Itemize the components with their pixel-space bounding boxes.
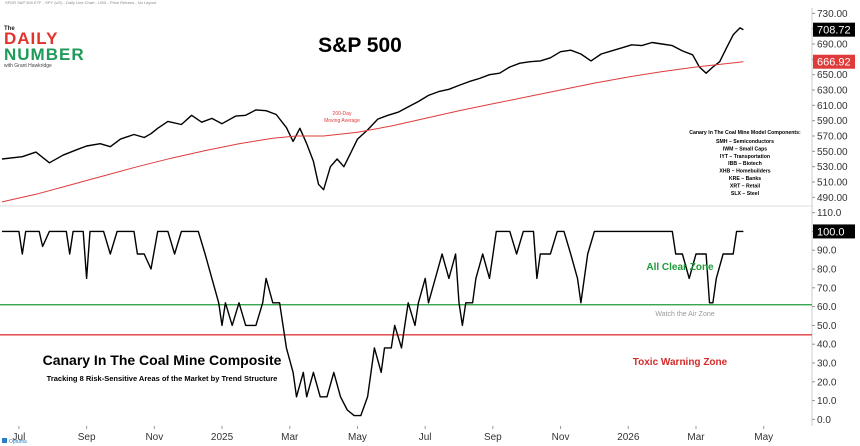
price-tick-label: 730.00 <box>817 9 848 20</box>
composite-last-values: 100.0 <box>813 224 855 239</box>
composite-tick-label: 60.0 <box>817 302 837 313</box>
toxic-zone-label: Toxic Warning Zone <box>633 357 728 368</box>
composite-tick-label: 0.0 <box>817 415 831 426</box>
x-tick-label: Mar <box>281 432 299 443</box>
composite-last-value-box-0 <box>813 224 855 239</box>
ma-label-2: Moving Average <box>324 118 360 124</box>
x-tick-label: Jul <box>419 432 432 443</box>
component-item: IBB – Biotech <box>728 161 762 167</box>
logo: The DAILY NUMBER with Grant Hawkridge <box>4 26 85 69</box>
x-tick-label: Jul <box>13 432 26 443</box>
optuma-icon <box>2 438 7 443</box>
price-tick-label: 570.00 <box>817 132 848 143</box>
x-tick-label: Nov <box>552 432 570 443</box>
components-title: Canary In The Coal Mine Model Components… <box>689 130 801 136</box>
price-last-values: 708.72 666.92 <box>813 22 855 69</box>
x-tick-label: 2026 <box>617 432 640 443</box>
composite-last-value-0: 100.0 <box>817 226 845 238</box>
x-tick-label: Mar <box>687 432 705 443</box>
component-item: XHB – Homebuilders <box>719 169 770 175</box>
price-axis: 490.00 510.00 530.00 550.00 570.00 590.00 610.… <box>812 9 848 204</box>
price-tick-label: 550.00 <box>817 147 848 158</box>
price-tick-label: 530.00 <box>817 162 848 173</box>
header-note: SPDR S&P 500 ETF - SPY (US) - Daily Line… <box>5 0 157 5</box>
footer-brand: Optuma <box>2 438 27 445</box>
component-item: XRT – Retail <box>730 183 761 189</box>
component-item: SMH – Semiconductors <box>716 139 774 145</box>
logo-number: NUMBER <box>4 45 85 64</box>
composite-tick-label: 80.0 <box>817 265 837 276</box>
composite-tick-label: 110.0 <box>817 208 842 219</box>
sp500-title: S&P 500 <box>318 34 402 57</box>
x-tick-label: Sep <box>78 432 96 443</box>
ma-label-1: 200-Day <box>333 111 352 117</box>
composite-tick-label: 50.0 <box>817 321 837 332</box>
price-series-1 <box>1 61 744 203</box>
logo-byline: with Grant Hawkridge <box>4 63 52 69</box>
price-tick-label: 690.00 <box>817 40 848 51</box>
price-tick-label: 610.00 <box>817 101 848 112</box>
composite-title: Canary In The Coal Mine Composite <box>43 352 282 368</box>
composite-tick-label: 10.0 <box>817 396 837 407</box>
price-last-value-1: 666.92 <box>817 57 851 69</box>
composite-series <box>2 230 744 417</box>
component-item: IWM – Small Caps <box>723 146 768 152</box>
footer-brand-text: Optuma <box>9 439 27 445</box>
price-series <box>1 27 744 203</box>
component-item: IYT – Transportation <box>720 154 770 160</box>
x-tick-label: Nov <box>145 432 163 443</box>
price-last-value-box-0 <box>813 22 855 37</box>
price-last-value-0: 708.72 <box>817 25 851 37</box>
composite-reference-lines <box>0 304 812 336</box>
watch-zone-label: Watch the Air Zone <box>655 311 714 318</box>
component-item: KRE – Banks <box>729 176 761 182</box>
price-tick-label: 590.00 <box>817 116 848 127</box>
price-tick-label: 650.00 <box>817 70 848 81</box>
composite-tick-label: 40.0 <box>817 340 837 351</box>
composite-tick-label: 70.0 <box>817 283 837 294</box>
composite-tick-label: 90.0 <box>817 246 837 257</box>
x-axis: Jul Sep Nov 2025 Mar May Jul Sep Nov 2026 Mar May <box>13 426 773 443</box>
logo-the: The <box>4 26 15 32</box>
price-tick-label: 510.00 <box>817 178 848 189</box>
composite-tick-label: 20.0 <box>817 377 837 388</box>
x-tick-label: Sep <box>484 432 502 443</box>
composite-subtitle: Tracking 8 Risk-Sensitive Areas of the M… <box>47 374 278 383</box>
composite-series-0 <box>2 230 744 417</box>
all-clear-zone-label: All Clear Zone <box>646 262 714 273</box>
price-last-value-box-1 <box>813 54 855 69</box>
x-tick-label: 2025 <box>211 432 234 443</box>
price-series-0 <box>1 27 744 191</box>
component-item: SLX – Steel <box>731 191 760 197</box>
composite-axis: 0.0 10.0 20.0 30.0 40.0 50.0 60.0 70.0 80.0 90.0 1… <box>812 208 842 426</box>
composite-tick-label: 30.0 <box>817 358 837 369</box>
price-tick-label: 630.00 <box>817 86 848 97</box>
x-tick-label: May <box>348 432 367 443</box>
components-list: Canary In The Coal Mine Model Components… <box>689 130 801 197</box>
price-tick-label: 490.00 <box>817 193 848 204</box>
logo-daily: DAILY <box>4 29 58 48</box>
x-tick-label: May <box>754 432 773 443</box>
